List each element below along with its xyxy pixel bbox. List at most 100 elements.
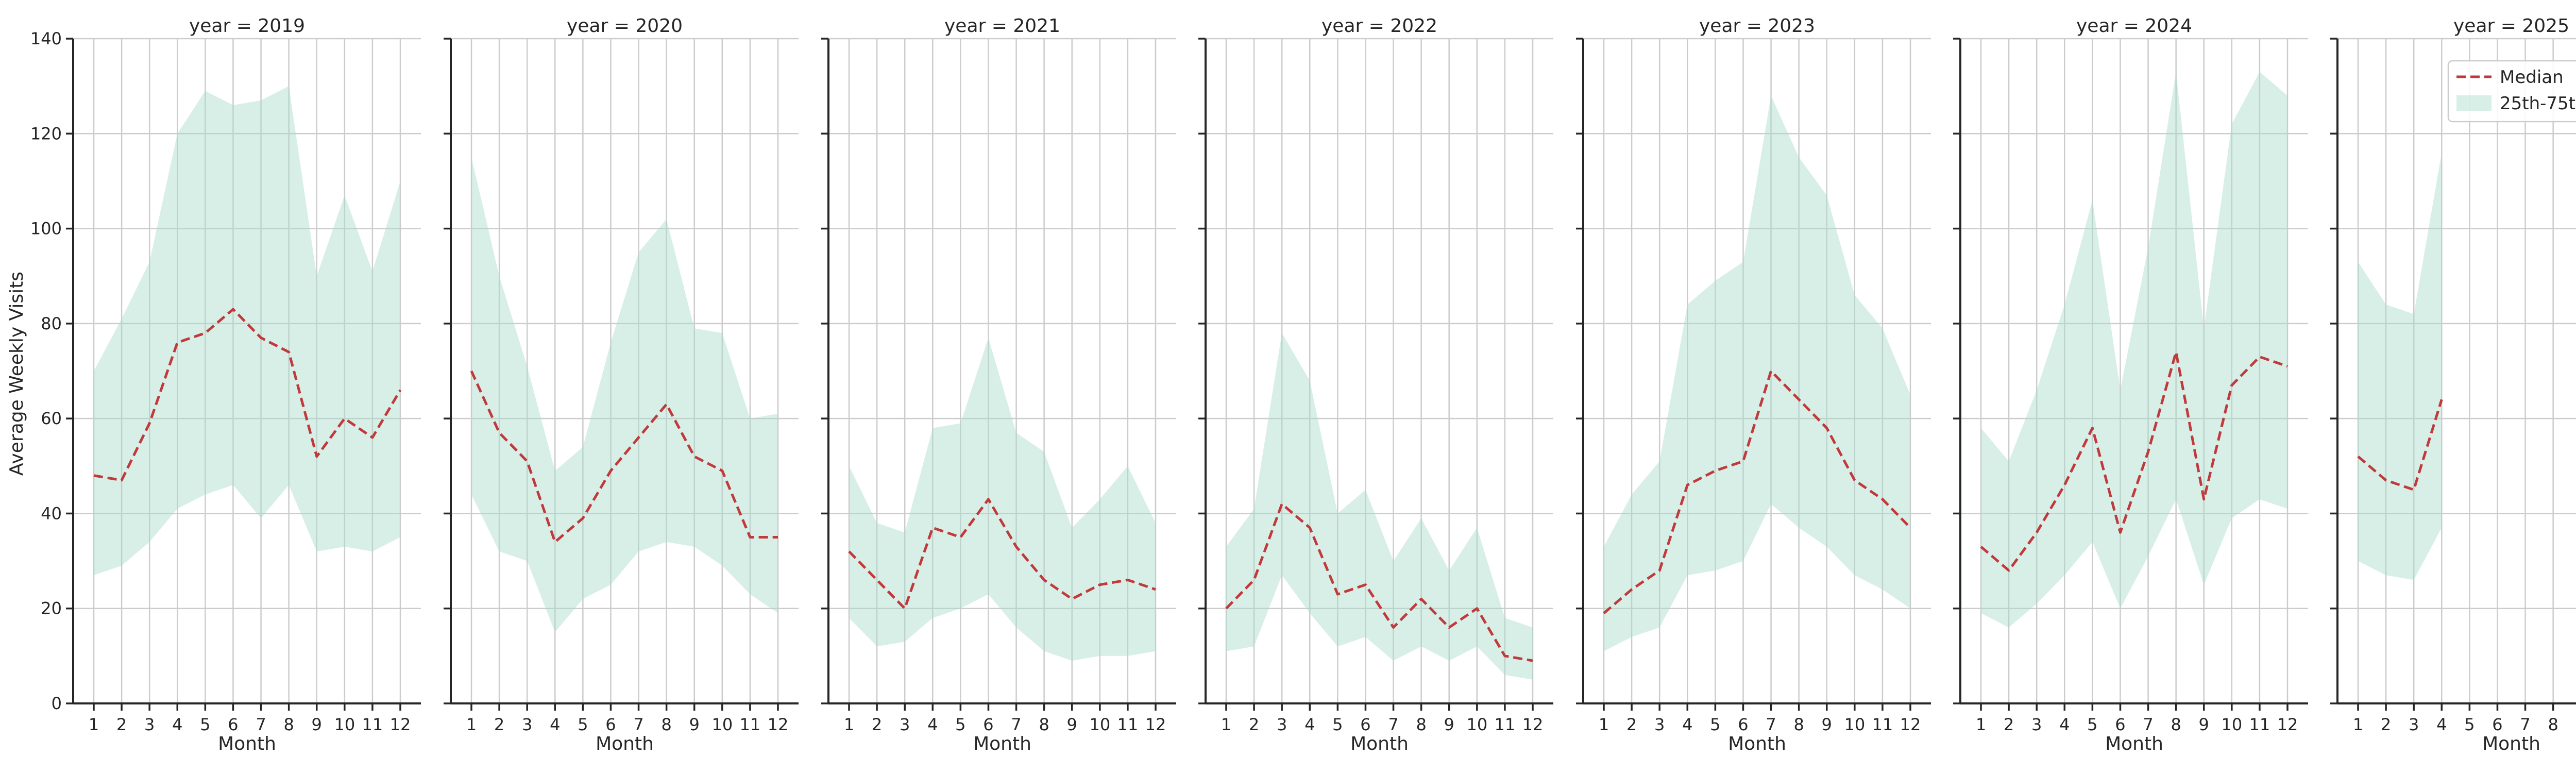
x-tick-label: 3	[1654, 715, 1665, 734]
x-tick-label: 9	[1067, 715, 1077, 734]
x-tick-label: 12	[768, 715, 789, 734]
x-tick-label: 2	[1249, 715, 1259, 734]
percentile-band	[1981, 72, 2287, 628]
x-tick-label: 6	[228, 715, 238, 734]
x-tick-label: 9	[312, 715, 322, 734]
x-axis-label: Month	[596, 733, 654, 754]
x-tick-label: 7	[633, 715, 643, 734]
x-tick-label: 2	[1626, 715, 1637, 734]
x-tick-label: 3	[522, 715, 532, 734]
x-tick-label: 8	[661, 715, 671, 734]
x-tick-label: 7	[1388, 715, 1398, 734]
x-tick-label: 12	[2277, 715, 2298, 734]
x-tick-label: 6	[2492, 715, 2502, 734]
legend-band-label: 25th-75th Percentile	[2500, 93, 2576, 114]
median-line	[848, 498, 1156, 610]
y-tick-label: 100	[30, 219, 62, 239]
percentile-band	[1604, 95, 1910, 651]
facet-title: year = 2021	[944, 15, 1060, 37]
x-tick-label: 1	[89, 715, 99, 734]
median-line	[470, 370, 778, 544]
median-line	[1603, 369, 1911, 614]
percentile-band	[849, 338, 1156, 661]
facet-title: year = 2019	[189, 15, 305, 37]
x-tick-label: 4	[550, 715, 560, 734]
x-tick-label: 8	[283, 715, 294, 734]
x-tick-label: 8	[2171, 715, 2181, 734]
x-tick-label: 6	[2115, 715, 2125, 734]
x-tick-label: 6	[983, 715, 993, 734]
x-tick-label: 11	[740, 715, 761, 734]
x-tick-label: 7	[1011, 715, 1021, 734]
x-tick-label: 4	[1682, 715, 1692, 734]
facet-title: year = 2020	[567, 15, 683, 37]
x-tick-label: 3	[2031, 715, 2042, 734]
median-line	[1225, 502, 1533, 662]
x-tick-label: 8	[2548, 715, 2558, 734]
x-tick-label: 4	[2059, 715, 2070, 734]
y-tick-label: 140	[30, 29, 62, 48]
x-tick-label: 7	[256, 715, 266, 734]
y-tick-label: 40	[41, 503, 62, 523]
median-line	[1980, 350, 2288, 572]
x-tick-label: 4	[2436, 715, 2447, 734]
y-tick-label: 0	[52, 694, 62, 713]
x-tick-label: 4	[927, 715, 938, 734]
y-tick-label: 120	[30, 124, 62, 143]
x-tick-label: 1	[466, 715, 477, 734]
x-tick-label: 7	[1766, 715, 1776, 734]
x-tick-label: 8	[1416, 715, 1426, 734]
percentile-band	[471, 157, 778, 632]
x-tick-label: 1	[1599, 715, 1609, 734]
x-tick-label: 11	[2249, 715, 2270, 734]
x-tick-label: 5	[955, 715, 965, 734]
x-tick-label: 4	[1304, 715, 1315, 734]
legend-box	[2447, 60, 2576, 123]
y-axis-label: Average Weekly Visits	[6, 272, 27, 476]
x-axis-label: Month	[218, 733, 276, 754]
y-tick-label: 20	[41, 599, 62, 618]
x-tick-label: 9	[1822, 715, 1832, 734]
median-line	[2357, 399, 2443, 491]
x-tick-label: 7	[2143, 715, 2153, 734]
facet-title: year = 2023	[1699, 15, 1815, 37]
x-tick-label: 12	[390, 715, 411, 734]
x-axis-label: Month	[2105, 733, 2163, 754]
x-tick-label: 3	[144, 715, 155, 734]
percentile-band	[2358, 153, 2442, 580]
x-tick-label: 5	[1332, 715, 1343, 734]
x-tick-label: 10	[711, 715, 733, 734]
y-tick-label: 60	[41, 409, 62, 428]
x-tick-label: 10	[1466, 715, 1487, 734]
x-axis-label: Month	[1350, 733, 1409, 754]
x-tick-label: 5	[2464, 715, 2475, 734]
facet-title: year = 2025	[2453, 15, 2569, 37]
x-tick-label: 6	[1738, 715, 1748, 734]
x-tick-label: 1	[844, 715, 854, 734]
legend-band-swatch	[2456, 95, 2492, 111]
x-tick-label: 9	[2199, 715, 2209, 734]
x-tick-label: 1	[2353, 715, 2363, 734]
x-tick-label: 5	[200, 715, 210, 734]
x-tick-label: 12	[1522, 715, 1544, 734]
x-tick-label: 11	[1872, 715, 1893, 734]
x-tick-label: 10	[334, 715, 355, 734]
x-tick-label: 2	[2381, 715, 2391, 734]
facet-title: year = 2024	[2076, 15, 2192, 37]
x-tick-label: 12	[1145, 715, 1166, 734]
legend[interactable]: Median 25th-75th Percentile	[2447, 60, 2576, 123]
x-tick-label: 10	[2221, 715, 2242, 734]
percentile-band	[1226, 333, 1533, 680]
x-tick-label: 3	[1277, 715, 1287, 734]
x-tick-label: 11	[362, 715, 383, 734]
x-tick-label: 10	[1844, 715, 1865, 734]
percentile-band	[94, 86, 400, 576]
x-tick-label: 2	[2004, 715, 2014, 734]
